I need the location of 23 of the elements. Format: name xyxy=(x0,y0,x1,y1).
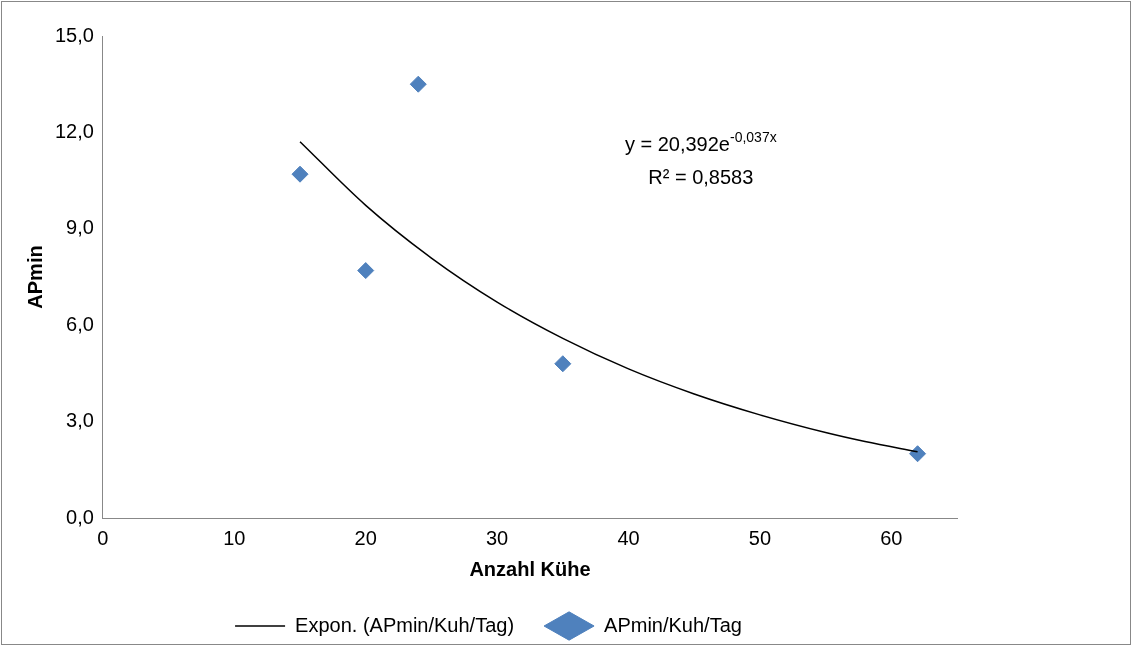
annotation: R² = 0,8583 xyxy=(648,166,754,188)
point xyxy=(357,262,375,280)
y-axis-title: APmin xyxy=(23,245,46,309)
y-tick-label: 15,0 xyxy=(54,23,94,46)
x-tick-label: 20 xyxy=(354,526,377,549)
y-tick-label: 3,0 xyxy=(66,409,94,432)
point xyxy=(909,445,927,463)
x-tick-label: 50 xyxy=(748,526,772,549)
legend-label: Expon. (APmin/Kuh/Tag) xyxy=(295,613,515,636)
point xyxy=(291,165,309,183)
x-axis-title: Anzahl Kühe xyxy=(469,557,591,580)
x-tick-label: 40 xyxy=(617,526,640,549)
y-tick-label: 9,0 xyxy=(66,216,94,239)
y-tick-label: 0,0 xyxy=(66,505,94,528)
point xyxy=(409,75,427,93)
y-tick-label: 6,0 xyxy=(66,312,94,335)
legend-label: APmin/Kuh/Tag xyxy=(604,613,742,636)
x-tick-label: 30 xyxy=(485,526,509,549)
x-tick-label: 10 xyxy=(223,526,246,549)
y-tick-label: 12,0 xyxy=(54,119,94,142)
x-tick-label: 60 xyxy=(880,526,903,549)
x-tick-label: 0 xyxy=(97,526,109,549)
point xyxy=(554,355,572,373)
